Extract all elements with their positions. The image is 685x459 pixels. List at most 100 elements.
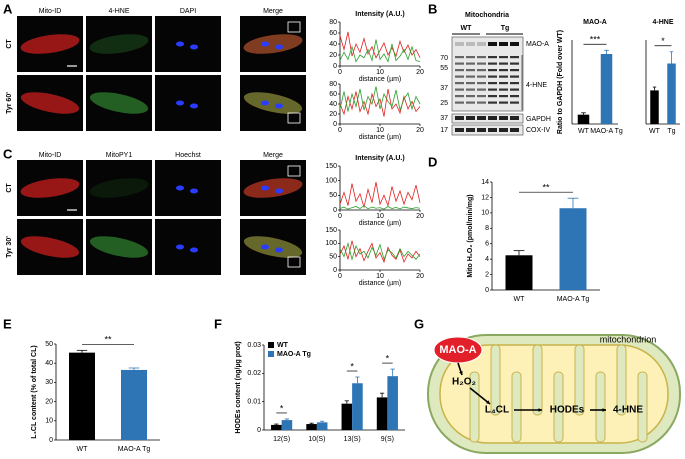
band-label: COX-IV [526, 127, 550, 134]
y-tick-label: 60 [329, 30, 337, 37]
y-tick-label: 100 [325, 178, 337, 185]
enzyme-label: MAO-A [439, 344, 476, 356]
x-tick-label: 10 [376, 127, 384, 134]
y-axis-label: HODEs content (ng/µg prot) [235, 341, 242, 433]
y-tick-label: 60 [329, 91, 337, 98]
band [477, 88, 486, 91]
channel-label: Merge [263, 8, 283, 15]
band [510, 128, 519, 132]
band [488, 95, 497, 98]
band [499, 128, 508, 132]
band [477, 82, 486, 85]
image [155, 75, 221, 131]
roi [287, 21, 301, 33]
panel-label: E [3, 316, 12, 331]
band [488, 88, 497, 91]
band [477, 116, 486, 120]
band [466, 82, 475, 85]
band [477, 75, 486, 78]
line-series [339, 240, 421, 264]
x-tick-label: WT [578, 128, 590, 135]
significance-label: * [661, 36, 665, 46]
nucleus [176, 185, 184, 191]
line-series [339, 86, 421, 112]
band [499, 62, 508, 65]
nucleus [275, 44, 283, 50]
image [155, 16, 221, 72]
y-tick-label: 50 [329, 192, 337, 199]
crista [616, 344, 627, 416]
organelle-label: mitochondrion [600, 334, 657, 344]
band-label: GAPDH [526, 116, 551, 123]
pathway-node: 4-HNE [613, 405, 643, 416]
bar [281, 420, 293, 430]
channel-label: Hoechst [175, 152, 201, 159]
band [466, 56, 475, 59]
band [499, 42, 508, 46]
pathway-node: L₄CL [485, 405, 509, 416]
bar [69, 352, 95, 440]
band [499, 56, 508, 59]
image [86, 16, 152, 72]
band-label: 4-HNE [526, 82, 547, 89]
band [455, 101, 464, 104]
nucleus [176, 100, 184, 106]
band [499, 95, 508, 98]
legend-label: MAO-A Tg [277, 351, 311, 358]
channel-label: Mito-ID [39, 152, 62, 159]
crista [574, 344, 585, 416]
channel-label: Merge [263, 152, 283, 159]
y-tick-label: 0 [333, 63, 337, 70]
y-tick-label: 0 [485, 287, 489, 294]
y-tick-label: 40 [45, 360, 53, 367]
x-tick-label: 0 [338, 273, 342, 280]
y-tick-label: 100 [325, 240, 337, 247]
cell [20, 236, 80, 258]
significance-label: * [280, 403, 284, 413]
band [466, 101, 475, 104]
mw-marker: 37 [440, 85, 448, 92]
nucleus [275, 247, 283, 253]
row-label: CT [6, 183, 13, 193]
line-series [339, 182, 421, 209]
x-tick-label: 10 [376, 213, 384, 220]
arrow-head [459, 371, 463, 375]
panel-label: C [3, 146, 13, 161]
cell [243, 34, 303, 54]
legend-swatch [268, 342, 274, 348]
bar [559, 208, 587, 290]
y-axis-label: Mito H₂O₂ (pmol/min/mg) [467, 194, 474, 277]
roi [287, 112, 301, 124]
line-series [339, 31, 421, 59]
line-series [339, 241, 421, 261]
bar [316, 422, 328, 430]
band [488, 82, 497, 85]
y-tick-label: 20 [45, 398, 53, 405]
band [466, 42, 475, 46]
image [155, 160, 221, 216]
band [510, 42, 519, 46]
y-tick-label: 0 [333, 267, 337, 274]
y-tick-label: 40 [329, 101, 337, 108]
x-tick-label: 0 [338, 213, 342, 220]
x-axis-label: distance (µm) [359, 76, 402, 83]
bar [271, 424, 282, 430]
band [466, 62, 475, 65]
legend-label: WT [277, 342, 289, 349]
cell [243, 92, 303, 114]
x-tick-label: WT [514, 296, 526, 303]
chart-title: MAO-A [583, 19, 607, 26]
x-tick-label: 0 [338, 69, 342, 76]
band [455, 88, 464, 91]
x-tick-label: 13(S) [344, 436, 361, 443]
band [510, 56, 519, 59]
bar [577, 114, 590, 124]
cell [89, 236, 149, 258]
y-tick-label: 0.02 [247, 370, 261, 377]
band [477, 62, 486, 65]
y-tick-label: 20 [329, 111, 337, 118]
cell [20, 34, 80, 54]
x-tick-label: 0 [338, 127, 342, 134]
crista [637, 371, 648, 443]
